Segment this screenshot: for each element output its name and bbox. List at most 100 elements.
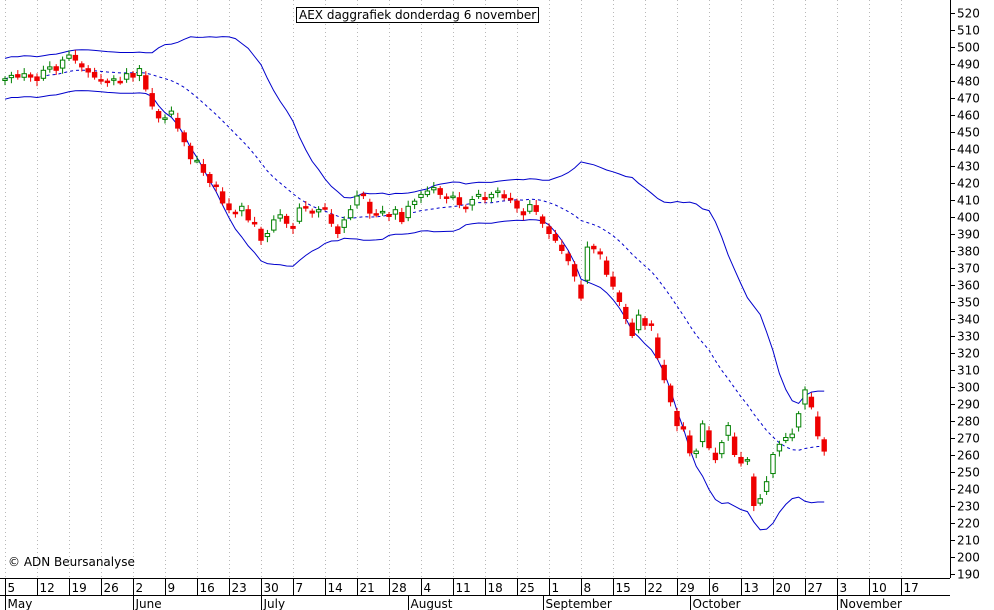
candle-body [322, 207, 328, 210]
candle [674, 407, 680, 432]
candle-body [213, 184, 219, 188]
candle [450, 191, 456, 200]
candle-body [642, 318, 648, 326]
candle-body [616, 292, 623, 303]
x-axis: 5 12 19 26 2 9 16 23 30 7 14 21 28 4 11 18 25 1 8 15 22 29 6 13… [0, 578, 950, 610]
candle-body [802, 389, 808, 405]
candle [719, 440, 725, 459]
x-tick-label: 2 [136, 581, 144, 595]
candle-body [98, 79, 104, 82]
candle [168, 106, 175, 117]
x-tick-label: 27 [808, 581, 823, 595]
candle [207, 171, 213, 188]
candle-body [821, 439, 827, 452]
candle [85, 65, 91, 78]
candle-body [418, 193, 424, 198]
candle-body [424, 190, 431, 196]
candle [15, 70, 21, 80]
candle-body [495, 190, 501, 193]
y-tick-label: 340 [957, 313, 980, 327]
candle [386, 211, 392, 222]
candle-body [175, 117, 181, 129]
month-label: June [135, 597, 162, 610]
candle-body [770, 454, 776, 475]
y-tick-label: 280 [957, 415, 980, 429]
candle-body [354, 195, 360, 206]
candle [91, 67, 98, 80]
y-tick-label: 470 [957, 92, 980, 106]
candle [296, 203, 303, 224]
candle-body [667, 385, 674, 403]
candle-body [15, 74, 21, 78]
candle [623, 303, 629, 325]
candle [539, 214, 546, 228]
x-tick-label: 11 [456, 581, 471, 595]
x-tick-label: 8 [584, 581, 592, 595]
candle-body [27, 74, 34, 78]
candle-body [232, 211, 239, 215]
candle [181, 130, 187, 147]
month-label: July [263, 597, 286, 610]
candle [706, 426, 712, 451]
y-tick-label: 500 [957, 41, 980, 55]
y-tick-label: 480 [957, 75, 980, 89]
candle-body [482, 197, 488, 200]
candle-body [341, 219, 347, 228]
candle-body [706, 430, 712, 449]
candle [783, 432, 789, 444]
x-tick-label: 15 [616, 581, 631, 595]
candle-body [303, 206, 309, 209]
month-label: October [693, 597, 741, 610]
candle-body [655, 337, 661, 359]
candle-body [162, 117, 168, 120]
candle [629, 318, 635, 339]
candle-body [373, 213, 379, 216]
candle-body [34, 76, 40, 82]
candle [111, 75, 117, 86]
candle-body [725, 425, 731, 436]
month-label: May [8, 597, 33, 610]
candle-body [168, 110, 175, 115]
candle-body [347, 209, 354, 219]
candle [725, 422, 731, 441]
candle [283, 213, 290, 228]
y-tick-label: 300 [957, 381, 980, 395]
candle [744, 457, 751, 466]
candle [411, 198, 418, 210]
x-tick-label: 18 [488, 581, 503, 595]
candle [104, 78, 111, 87]
candle [770, 451, 776, 479]
month-label: November [840, 597, 902, 610]
candle-body [539, 216, 546, 224]
candle-body [527, 204, 533, 212]
middle-band [4, 69, 825, 451]
candle [488, 191, 495, 203]
candle-body [687, 435, 693, 454]
candle [322, 203, 328, 211]
candle-body [565, 253, 571, 262]
month-label: August [411, 597, 453, 610]
candle [34, 73, 40, 87]
candle-body [431, 187, 437, 191]
candle [635, 309, 642, 334]
candle [405, 200, 411, 222]
candle-body [66, 54, 72, 59]
candle-body [661, 364, 667, 381]
candle-body [40, 69, 47, 79]
x-tick-label: 1 [552, 581, 560, 595]
candle-body [469, 199, 475, 206]
candle [155, 108, 162, 123]
candle [258, 226, 264, 245]
candle-body [149, 93, 155, 107]
candle [418, 190, 424, 204]
x-tick-label: 17 [904, 581, 919, 595]
x-tick-label: 26 [104, 581, 119, 595]
y-tick-label: 370 [957, 262, 980, 276]
candle [437, 186, 443, 199]
candle-body [450, 195, 456, 199]
candle-body [399, 212, 405, 223]
candle [72, 49, 79, 64]
candle [456, 192, 463, 209]
candle [117, 76, 123, 85]
candle-body [117, 80, 123, 84]
